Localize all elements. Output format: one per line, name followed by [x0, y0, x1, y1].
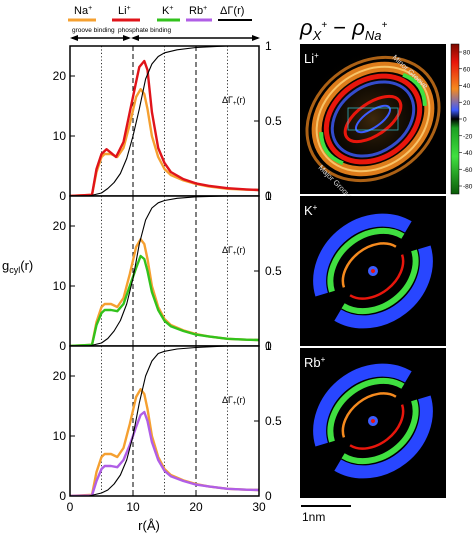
panel-li: 0 10 20 0 0.5 1 ΔΓ+(r) [53, 39, 282, 203]
series-line-k [70, 254, 259, 346]
legend-entry-k: K+ [157, 5, 180, 22]
x-tick-label: 20 [189, 500, 203, 514]
y-tick-label: 10 [53, 129, 67, 143]
phosphate-binding-label: phosphate binding [118, 27, 172, 34]
gamma-axis-label: ΔΓ+(r) [222, 95, 245, 107]
groove-binding-label: groove binding [72, 27, 115, 34]
y-right-tick-label: 0.5 [265, 414, 282, 428]
x-tick-label: 30 [252, 500, 266, 514]
y-right-tick-label: 1 [265, 189, 272, 203]
legend-label-li: Li+ [118, 5, 131, 17]
colorbar-tick-label: 20 [463, 100, 471, 107]
colorbar-tick-label: 40 [463, 83, 471, 90]
y-tick-label: 10 [53, 429, 67, 443]
density-pattern [313, 363, 433, 479]
y-tick-label: 10 [53, 279, 67, 293]
y-tick-label: 0 [59, 339, 66, 353]
y-right-tick-label: 0 [265, 489, 272, 503]
map-ion-label-li: Li+ [304, 51, 319, 66]
legend-label-rb: Rb+ [189, 5, 207, 17]
map-ion-label-k: K+ [304, 203, 318, 218]
y-right-tick-label: 0 [265, 339, 272, 353]
y-right-tick-label: 0.5 [265, 264, 282, 278]
colorbar-tick-label: -20 [463, 133, 473, 140]
gamma-axis-label: ΔΓ+(r) [222, 395, 245, 407]
region-annotations: groove binding phosphate binding [70, 27, 260, 41]
map-ion-label-rb: Rb+ [304, 355, 326, 370]
legend-entry-na: Na+ [68, 5, 96, 22]
series-line-cumulative [70, 46, 259, 196]
groove-arrow-left-icon [70, 35, 78, 41]
colorbar-gradient [450, 43, 460, 195]
series-line-li [70, 59, 259, 196]
density-difference-title: ρX+ − ρNa+ [299, 15, 387, 43]
y-right-tick-label: 1 [265, 39, 272, 53]
colorbar-tick-label: -40 [463, 150, 473, 157]
legend-label-cumulative: ΔΓ(r) [220, 5, 244, 17]
legend-entry-cumulative: ΔΓ(r) [218, 5, 252, 21]
legend-entry-li: Li+ [112, 5, 140, 22]
groove-arrow-right-icon [123, 35, 131, 41]
density-map-k: K+ [300, 196, 446, 346]
scale-bar-label: 1nm [302, 510, 325, 524]
density-map-li: Li+ Minor Groove Major Groove [300, 44, 446, 202]
phosphate-arrow-left-icon [131, 35, 139, 41]
density-map-rb: Rb+ [300, 348, 446, 498]
gamma-axis-label: ΔΓ+(r) [222, 245, 245, 257]
colorbar-tick-label: -80 [463, 184, 473, 191]
series-group [70, 196, 259, 346]
legend-label-na: Na+ [74, 5, 92, 17]
series-line-rb [70, 410, 259, 496]
density-pattern [305, 55, 441, 183]
y-right-tick-label: 0 [265, 189, 272, 203]
legend: Na+ Li+ K+ Rb+ ΔΓ(r) [68, 5, 252, 22]
y-right-tick-label: 0.5 [265, 114, 282, 128]
legend-label-k: K+ [162, 5, 173, 17]
colorbar-ticks: 80 60 40 20 0 -20 -40 -60 -80 [459, 50, 473, 191]
x-tick-label: 0 [67, 500, 74, 514]
colorbar-tick-label: 60 [463, 66, 471, 73]
colorbar: 80 60 40 20 0 -20 -40 -60 -80 [450, 43, 473, 195]
x-tick-label: 10 [126, 500, 140, 514]
colorbar-tick-label: -60 [463, 167, 473, 174]
y-tick-label: 20 [53, 219, 67, 233]
x-axis-label: r(Å) [138, 518, 160, 533]
phosphate-arrow-right-icon [252, 35, 260, 41]
legend-entry-rb: Rb+ [186, 5, 212, 22]
colorbar-tick-label: 80 [463, 50, 471, 57]
density-pattern [313, 213, 433, 329]
colorbar-tick-label: 0 [463, 117, 467, 124]
series-group [70, 346, 259, 496]
series-line-cumulative [70, 196, 259, 346]
y-tick-label: 20 [53, 369, 67, 383]
y-axis-label: gcyl(r) [2, 258, 33, 275]
molecule-overlay [347, 107, 399, 131]
y-tick-label: 0 [59, 189, 66, 203]
series-line-cumulative [70, 346, 259, 496]
rdf-panels: 0102000.51ΔΓ+(r)0102000.51ΔΓ+(r)0102000.… [53, 39, 282, 514]
y-right-tick-label: 1 [265, 339, 272, 353]
series-group [70, 46, 259, 196]
y-tick-label: 0 [59, 489, 66, 503]
scale-bar: 1nm [301, 505, 351, 524]
y-tick-label: 20 [53, 69, 67, 83]
